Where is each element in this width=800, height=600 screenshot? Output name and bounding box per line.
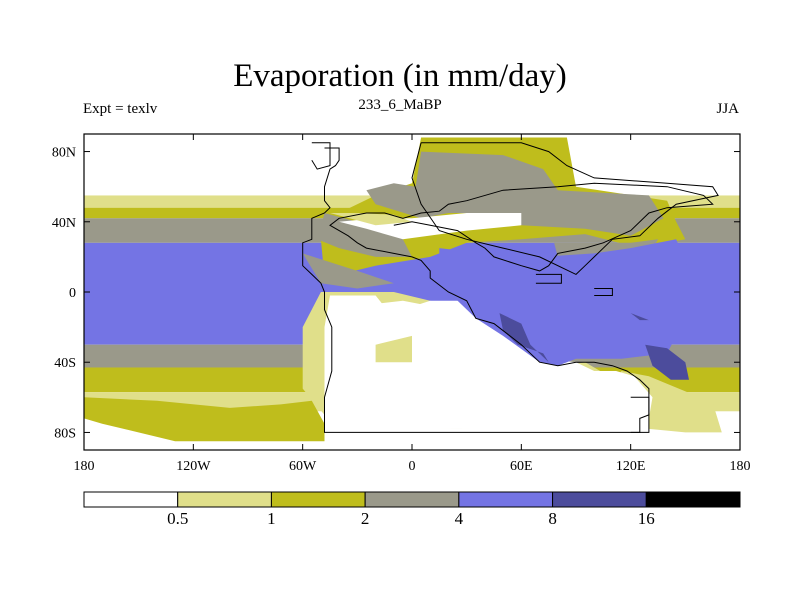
colorbar-swatch-4 <box>458 491 554 508</box>
colorbar-label-4: 8 <box>548 509 557 528</box>
region-14 <box>324 295 394 336</box>
x-tick-label-0: 180 <box>74 459 95 474</box>
colorbar-swatch-2 <box>270 491 366 508</box>
land-outline-5 <box>630 396 650 433</box>
colorbar-label-5: 16 <box>638 509 655 528</box>
land-outline-2 <box>311 142 331 170</box>
land-outline-3 <box>535 273 562 284</box>
region-17 <box>84 134 394 187</box>
colorbar-swatch-1 <box>177 491 272 508</box>
chart-title: Evaporation (in mm/day) <box>233 58 567 94</box>
colorbar-swatch-5 <box>552 491 647 508</box>
region-3 <box>84 397 325 442</box>
land-outline-0 <box>302 147 714 433</box>
region-5 <box>366 151 664 236</box>
experiment-label: Expt = texlv <box>83 101 158 117</box>
colorbar-label-1: 1 <box>267 509 276 528</box>
x-tick-label-2: 60W <box>289 459 317 474</box>
colorbar-label-2: 2 <box>361 509 370 528</box>
season-label: JJA <box>716 101 739 117</box>
region-8 <box>302 253 394 289</box>
land-outline-4 <box>594 288 613 296</box>
colorbar: 0.5 1 2 4 8 16 <box>83 491 741 528</box>
y-tick-label-2: 0 <box>69 286 76 301</box>
land-outline-1 <box>411 142 719 276</box>
period-label: 233_6_MaBP <box>358 97 442 113</box>
y-tick-label-0: 80N <box>52 146 76 161</box>
y-tick-label-3: 40S <box>54 356 76 371</box>
colorbar-swatch-3 <box>364 491 460 508</box>
x-tick-label-1: 120W <box>176 459 211 474</box>
colorbar-swatch-6 <box>645 491 741 508</box>
colorbar-swatch-0 <box>83 491 179 508</box>
y-tick-label-1: 40N <box>52 216 76 231</box>
region-12 <box>645 344 689 380</box>
x-tick-label-4: 60E <box>510 459 533 474</box>
region-6 <box>317 213 412 257</box>
colorbar-label-0: 0.5 <box>167 509 188 528</box>
land-outlines <box>302 142 719 433</box>
map-fill <box>84 134 740 450</box>
region-2 <box>324 300 653 429</box>
y-tick-label-4: 80S <box>54 426 76 441</box>
x-tick-label-3: 0 <box>409 459 416 474</box>
x-tick-label-6: 180 <box>730 459 751 474</box>
colorbar-label-3: 4 <box>455 509 464 528</box>
axis-ticks: 180 120W 60W 0 60E 120E 180 80N 40N 0 40S 80S <box>52 134 751 474</box>
region-10 <box>499 313 549 363</box>
region-9 <box>439 239 689 366</box>
x-tick-label-5: 120E <box>616 459 646 474</box>
region-16 <box>375 335 412 363</box>
